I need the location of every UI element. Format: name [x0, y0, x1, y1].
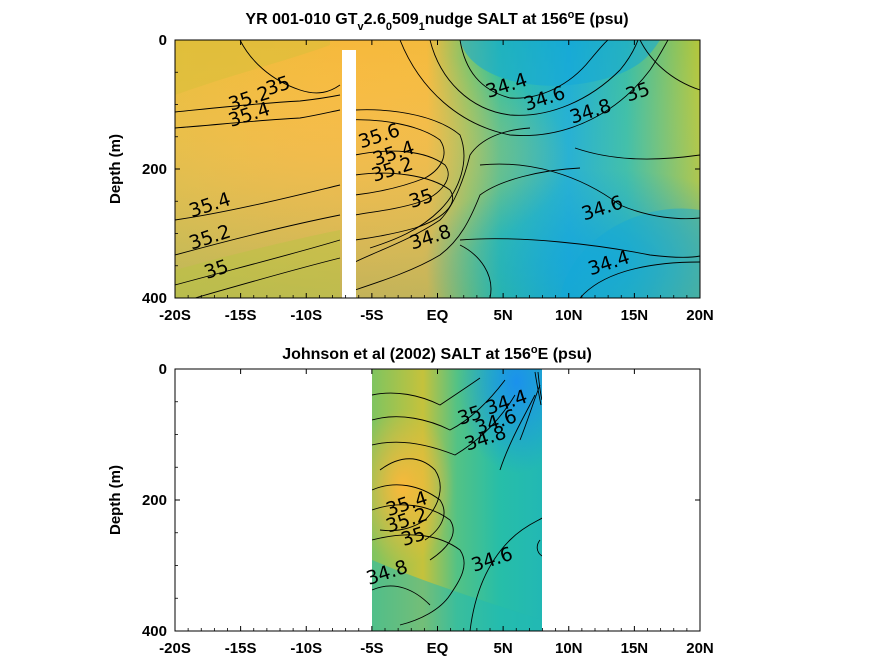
bottom-y-tick-label: 400: [142, 623, 167, 640]
top-x-tick-label: EQ: [427, 307, 449, 324]
bottom-x-tick-label: -10S: [290, 640, 322, 656]
bottom-salinity-field: [372, 369, 542, 631]
bottom-x-tick-label: 15N: [621, 640, 649, 656]
bottom-x-tick-label: 20N: [686, 640, 714, 656]
top-x-tick-label: -5S: [360, 307, 383, 324]
top-contour-lines: [175, 40, 700, 298]
bottom-y-tick-label: 0: [159, 361, 167, 378]
bottom-y-axis: 0 200 400: [142, 361, 700, 640]
bottom-x-tick-label: -5S: [360, 640, 383, 656]
top-y-tick-label: 400: [142, 290, 167, 307]
bottom-y-tick-label: 200: [142, 492, 167, 509]
top-x-tick-label: 15N: [621, 307, 649, 324]
top-salinity-field: [175, 40, 700, 298]
top-y-axis: 0 200 400: [142, 32, 700, 307]
observed-salinity-panel: Johnson et al (2002) SALT at 156oE (psu): [107, 344, 714, 656]
bottom-x-tick-label: -15S: [225, 640, 257, 656]
top-x-tick-label: -20S: [159, 307, 191, 324]
missing-data-gap: [342, 50, 356, 298]
top-panel-title: YR 001-010 GTv2.605091nudge SALT at 156o…: [245, 9, 628, 33]
model-salinity-panel: YR 001-010 GTv2.605091nudge SALT at 156o…: [107, 9, 714, 324]
top-x-tick-label: 5N: [494, 307, 513, 324]
top-x-tick-label: 20N: [686, 307, 714, 324]
bottom-x-tick-label: EQ: [427, 640, 449, 656]
bottom-x-tick-label: 10N: [555, 640, 583, 656]
bottom-x-tick-label: 5N: [494, 640, 513, 656]
top-y-tick-label: 0: [159, 32, 167, 49]
bottom-x-tick-label: -20S: [159, 640, 191, 656]
top-y-axis-label: Depth (m): [107, 134, 124, 204]
bottom-y-axis-label: Depth (m): [107, 465, 124, 535]
top-y-tick-label: 200: [142, 161, 167, 178]
bottom-contour-lines: [372, 371, 542, 631]
bottom-panel-title: Johnson et al (2002) SALT at 156oE (psu): [282, 344, 592, 363]
bottom-x-axis: -20S -15S -10S -5S EQ 5N 10N 15N 20N: [159, 369, 714, 656]
top-x-tick-label: 10N: [555, 307, 583, 324]
top-x-tick-label: -15S: [225, 307, 257, 324]
top-x-axis: -20S -15S -10S -5S EQ 5N 10N 15N 20N: [159, 40, 714, 324]
top-x-tick-label: -10S: [290, 307, 322, 324]
